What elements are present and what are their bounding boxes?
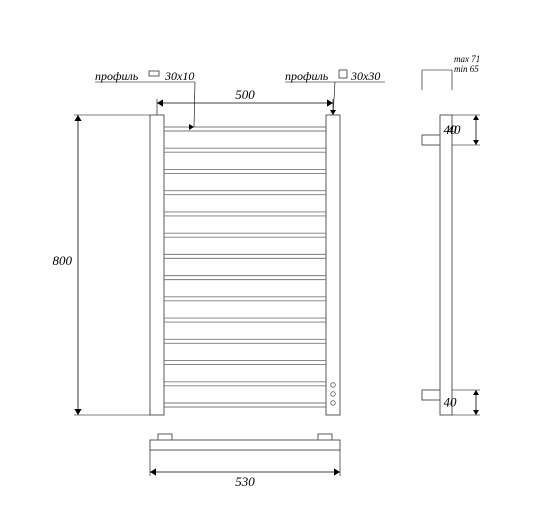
label: min 65: [454, 64, 479, 74]
label: профиль: [95, 69, 139, 83]
label: max 71: [454, 54, 480, 64]
label: 30x30: [350, 69, 380, 83]
label: 530: [235, 474, 255, 489]
label: 30x10: [164, 69, 194, 83]
label: 500: [235, 87, 255, 102]
label: 40: [444, 122, 458, 137]
technical-drawing: профиль30x10профиль30x30500800530404040m…: [0, 0, 555, 505]
label: 800: [53, 253, 73, 268]
label: 40: [444, 395, 458, 410]
label: профиль: [285, 69, 329, 83]
